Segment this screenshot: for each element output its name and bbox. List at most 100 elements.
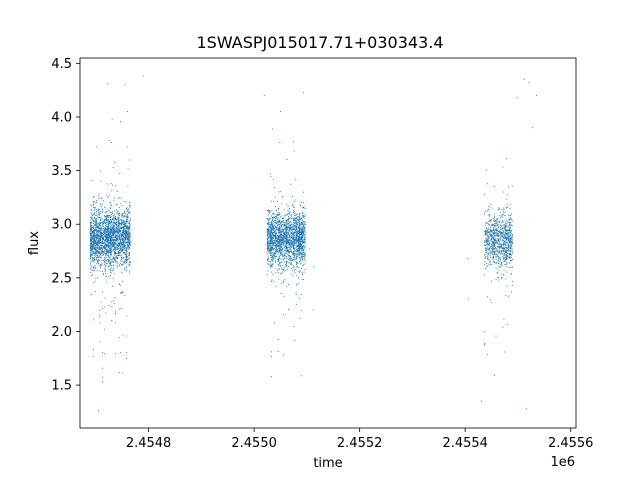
data-point (121, 254, 123, 256)
data-point (299, 205, 302, 207)
data-point (286, 203, 288, 205)
data-point (289, 258, 291, 260)
data-point (114, 162, 116, 164)
data-point (304, 224, 306, 226)
data-point (288, 235, 291, 237)
data-point (118, 252, 120, 254)
data-point (94, 244, 96, 246)
data-point (301, 250, 303, 252)
data-point (275, 253, 277, 255)
data-point (117, 249, 119, 251)
data-point (504, 243, 506, 245)
data-point (108, 243, 110, 245)
data-point (97, 247, 99, 249)
data-point (268, 261, 270, 263)
data-point (96, 218, 98, 220)
data-point (295, 303, 297, 305)
data-point (273, 240, 275, 242)
data-point (90, 220, 92, 222)
data-point (120, 230, 122, 232)
data-point (500, 212, 502, 214)
data-point (277, 225, 279, 227)
data-point (502, 326, 504, 328)
data-point (105, 217, 107, 219)
data-point (109, 245, 111, 247)
data-point (486, 222, 489, 224)
data-point (118, 221, 120, 223)
data-point (293, 234, 295, 236)
data-point (102, 245, 104, 247)
data-point (279, 229, 281, 231)
data-point (271, 251, 273, 254)
data-point (92, 257, 94, 259)
data-point (122, 291, 124, 293)
data-point (104, 255, 106, 257)
data-point (298, 297, 300, 299)
data-point (105, 281, 107, 283)
data-point (494, 220, 496, 222)
data-point (115, 226, 117, 228)
data-point (115, 237, 117, 239)
data-point (503, 224, 505, 226)
data-point (491, 235, 493, 237)
data-point (118, 336, 120, 338)
data-point (120, 249, 122, 251)
data-point (284, 258, 286, 260)
data-point (488, 236, 490, 239)
data-point (281, 282, 283, 284)
data-point (499, 247, 501, 249)
data-point (129, 225, 131, 227)
data-point (123, 226, 125, 228)
data-point (105, 223, 108, 225)
data-point (100, 256, 102, 258)
data-point (101, 225, 103, 227)
data-point (91, 229, 93, 231)
data-point (111, 251, 113, 253)
data-point (117, 262, 119, 264)
data-point (267, 219, 270, 222)
data-point (491, 280, 493, 282)
data-point (119, 265, 121, 267)
data-point (300, 262, 302, 264)
data-point (120, 230, 122, 232)
data-point (124, 294, 126, 296)
data-point (297, 216, 299, 218)
data-point (128, 238, 130, 240)
data-point (126, 253, 128, 255)
data-point (116, 204, 118, 206)
data-point (289, 208, 291, 210)
data-point (121, 292, 123, 294)
data-point (281, 215, 283, 217)
data-point (102, 381, 104, 383)
data-point (269, 217, 271, 220)
data-point (119, 283, 121, 286)
data-point (99, 224, 101, 226)
data-point (282, 196, 284, 198)
data-point (267, 223, 269, 225)
data-point (129, 237, 131, 239)
data-point (102, 223, 105, 225)
data-point (302, 220, 304, 222)
data-point (496, 228, 498, 230)
data-point (498, 257, 500, 259)
data-point (111, 250, 113, 252)
data-point (302, 213, 304, 215)
data-point (493, 217, 495, 220)
data-point (98, 264, 100, 266)
data-point (118, 264, 120, 266)
data-point (98, 244, 100, 246)
data-point (496, 249, 498, 251)
data-point (500, 222, 502, 224)
data-point (503, 253, 505, 255)
data-point (291, 257, 293, 260)
data-point (128, 255, 130, 257)
data-point (293, 228, 295, 230)
data-point (91, 224, 93, 226)
data-point (288, 284, 290, 286)
data-point (100, 226, 102, 228)
data-point (489, 215, 491, 217)
data-point (269, 253, 271, 255)
data-point (129, 270, 131, 272)
data-point (127, 224, 129, 226)
data-point (491, 243, 493, 246)
